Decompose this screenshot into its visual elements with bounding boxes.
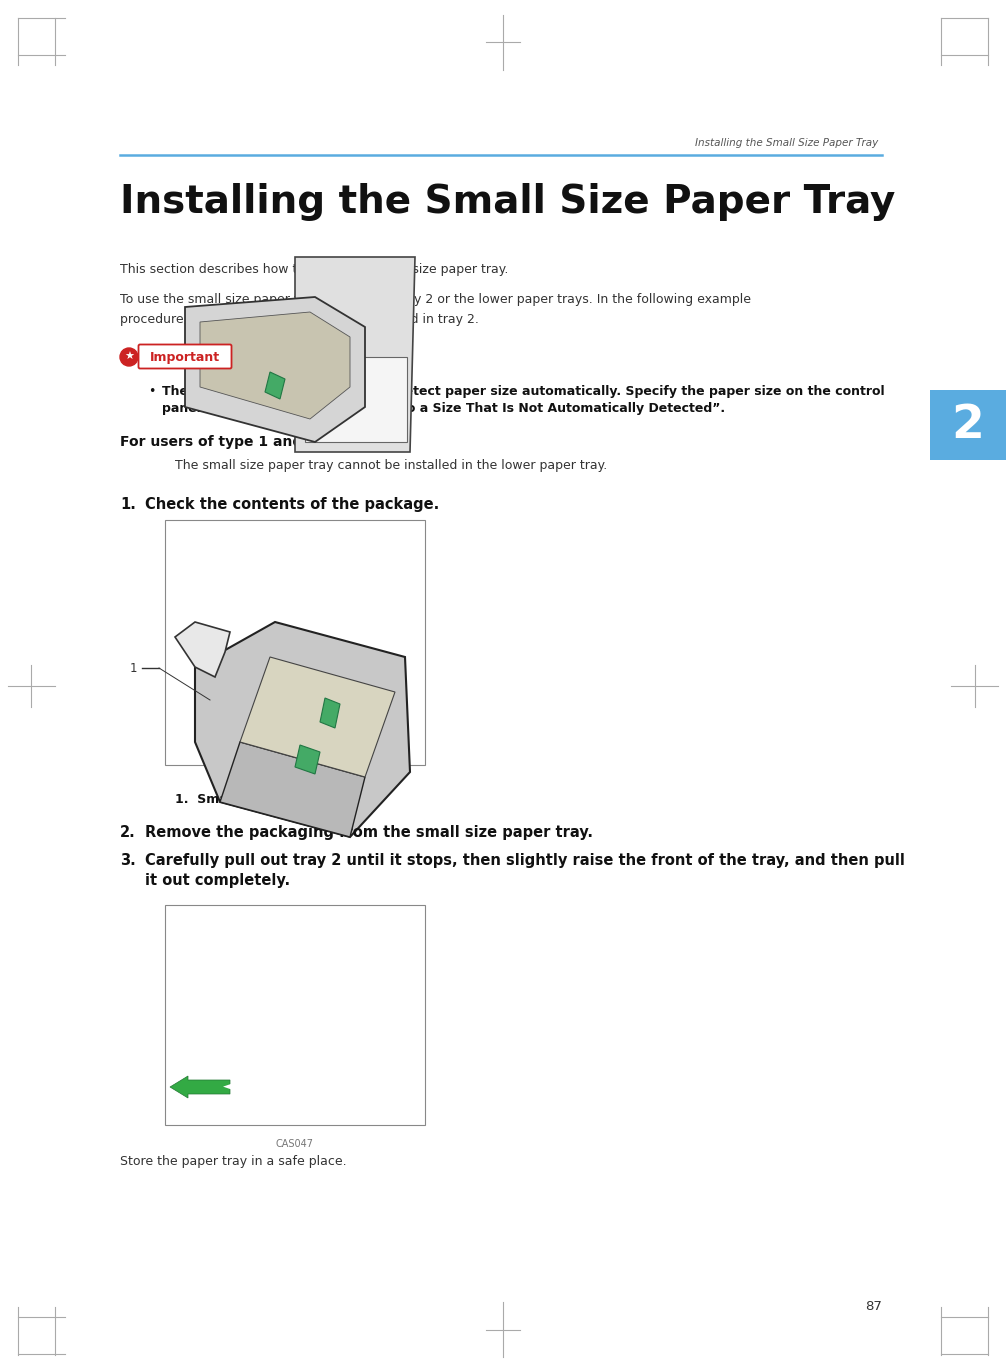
Text: CAS047: CAS047 bbox=[276, 1139, 314, 1148]
Polygon shape bbox=[295, 257, 415, 451]
Text: Installing the Small Size Paper Tray: Installing the Small Size Paper Tray bbox=[120, 182, 895, 221]
Polygon shape bbox=[220, 742, 365, 837]
Text: Store the paper tray in a safe place.: Store the paper tray in a safe place. bbox=[120, 1155, 347, 1168]
Text: Check the contents of the package.: Check the contents of the package. bbox=[145, 497, 440, 512]
Text: The small size paper tray cannot detect paper size automatically. Specify the pa: The small size paper tray cannot detect … bbox=[162, 386, 884, 398]
Text: panel. For details, see “Changing to a Size That Is Not Automatically Detected”.: panel. For details, see “Changing to a S… bbox=[162, 402, 725, 414]
Text: Remove the packaging from the small size paper tray.: Remove the packaging from the small size… bbox=[145, 825, 593, 840]
Text: 1: 1 bbox=[130, 661, 137, 675]
Circle shape bbox=[120, 348, 138, 366]
Text: Installing the Small Size Paper Tray: Installing the Small Size Paper Tray bbox=[695, 139, 878, 148]
FancyArrow shape bbox=[170, 1076, 230, 1098]
Polygon shape bbox=[195, 622, 410, 837]
Polygon shape bbox=[320, 698, 340, 729]
Bar bbox=[930, 390, 1006, 460]
Text: it out completely.: it out completely. bbox=[145, 873, 290, 888]
Text: For users of type 1 and 2: For users of type 1 and 2 bbox=[120, 435, 317, 449]
Polygon shape bbox=[200, 311, 350, 418]
Text: 2: 2 bbox=[952, 402, 985, 447]
Polygon shape bbox=[240, 657, 395, 777]
Text: CAS046: CAS046 bbox=[276, 779, 314, 789]
Polygon shape bbox=[175, 622, 230, 676]
Text: The small size paper tray cannot be installed in the lower paper tray.: The small size paper tray cannot be inst… bbox=[175, 460, 608, 472]
Text: 1.  Small size paper tray: 1. Small size paper tray bbox=[175, 793, 345, 805]
Text: 87: 87 bbox=[865, 1301, 882, 1313]
Text: 1.: 1. bbox=[120, 497, 136, 512]
Text: This section describes how to install the small size paper tray.: This section describes how to install th… bbox=[120, 263, 508, 276]
Bar bbox=[165, 520, 425, 766]
Polygon shape bbox=[185, 296, 365, 442]
Text: ◄: ◄ bbox=[223, 1081, 232, 1093]
Polygon shape bbox=[305, 357, 407, 442]
Text: Important: Important bbox=[150, 350, 220, 364]
Text: To use the small size paper tray, install it in tray 2 or the lower paper trays.: To use the small size paper tray, instal… bbox=[120, 294, 751, 306]
FancyBboxPatch shape bbox=[139, 344, 231, 369]
Bar bbox=[165, 906, 425, 1125]
Text: ★: ★ bbox=[124, 353, 134, 362]
Polygon shape bbox=[295, 745, 320, 774]
Polygon shape bbox=[265, 372, 285, 399]
Text: 3.: 3. bbox=[120, 853, 136, 868]
Text: Carefully pull out tray 2 until it stops, then slightly raise the front of the t: Carefully pull out tray 2 until it stops… bbox=[145, 853, 904, 868]
Text: procedure, the small size paper tray is installed in tray 2.: procedure, the small size paper tray is … bbox=[120, 313, 479, 327]
Text: •: • bbox=[148, 386, 155, 398]
Text: 2.: 2. bbox=[120, 825, 136, 840]
